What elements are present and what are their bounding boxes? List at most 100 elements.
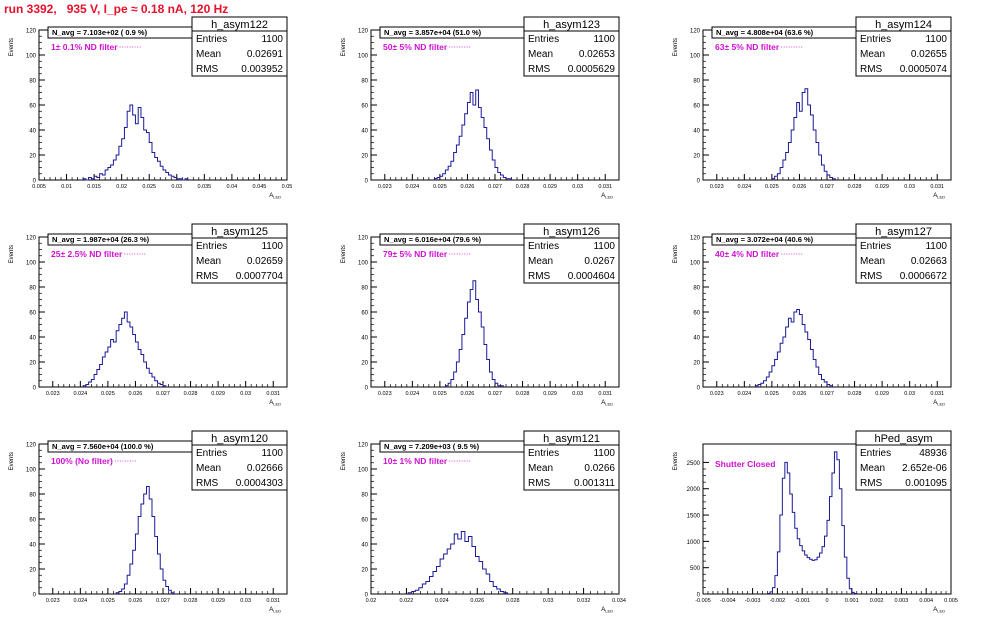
x-tick-label: 0.029: [875, 184, 889, 190]
y-axis-label: Events: [673, 38, 679, 56]
histogram-line: [754, 309, 834, 387]
x-tick-label: -0.001: [794, 598, 810, 604]
x-tick-label: 0.027: [488, 184, 502, 190]
y-tick-label: 80: [693, 79, 700, 85]
y-tick-label: 40: [361, 543, 368, 549]
x-tick-label: 0.025: [765, 184, 779, 190]
stats-rms-value: 0.0005074: [900, 64, 948, 75]
x-tick-label: 0.025: [142, 184, 156, 190]
x-axis-label-subscript: LED: [273, 195, 281, 200]
x-tick-label: 0.03: [543, 598, 554, 604]
x-tick-label: 0.001: [845, 598, 859, 604]
x-tick-label: -0.003: [745, 598, 761, 604]
stats-rms-value: 0.003952: [241, 64, 283, 75]
stats-entries-value: 1100: [925, 34, 947, 45]
filter-annotation: 10± 1% ND filter: [383, 456, 448, 466]
navg-box: [47, 233, 193, 246]
x-tick-label: 0.03: [240, 598, 251, 604]
x-axis-label: ALED: [601, 607, 613, 614]
x-axis-label-subscript: LED: [605, 402, 613, 407]
stats-mean-value: 0.02653: [579, 49, 616, 60]
x-tick-label: 0.015: [87, 184, 101, 190]
y-tick-label: 60: [29, 518, 36, 524]
y-axis-label: Events: [341, 245, 347, 263]
page-title: run 3392, 935 V, I_pe ≈ 0.18 nA, 120 Hz: [4, 2, 229, 16]
x-tick-label: 0.029: [543, 391, 557, 397]
x-tick-label: 0.026: [793, 391, 807, 397]
y-tick-label: 120: [26, 29, 37, 35]
stats-entries-label: Entries: [196, 448, 227, 459]
stats-mean-value: 0.02666: [247, 463, 284, 474]
y-tick-label: 60: [361, 311, 368, 317]
y-tick-label: 0: [365, 179, 369, 185]
y-axis-label: Events: [673, 245, 679, 263]
stats-mean-label: Mean: [528, 256, 553, 267]
navg-box: [379, 26, 525, 39]
x-tick-label: 0.024: [435, 598, 449, 604]
y-tick-label: 500: [690, 566, 701, 572]
histogram-panel: 0 20 40 60 80 100 120 Events 0.023 0.024 0.025 0.02…: [673, 223, 952, 407]
stats-rms-label: RMS: [860, 478, 883, 489]
stats-rms-label: RMS: [860, 271, 883, 282]
stats-rms-label: RMS: [528, 478, 551, 489]
y-tick-label: 100: [358, 261, 369, 267]
x-tick-label: 0.028: [184, 391, 198, 397]
x-tick-label: -0.002: [770, 598, 786, 604]
x-axis-label: ALED: [269, 193, 281, 200]
y-tick-label: 80: [361, 493, 368, 499]
x-tick-label: 0.02: [366, 598, 377, 604]
x-axis-label-subscript: LED: [937, 402, 945, 407]
y-tick-label: 120: [690, 29, 701, 35]
x-tick-label: -0.005: [695, 598, 711, 604]
stats-box: [523, 237, 620, 284]
y-tick-label: 20: [29, 568, 36, 574]
x-axis-label-subscript: LED: [273, 402, 281, 407]
histogram-panel: 0 20 40 60 80 100 120 Events 0.023 0.024 0.025 0.02…: [341, 16, 620, 200]
stats-entries-value: 48936: [919, 448, 947, 459]
stats-mean-label: Mean: [528, 49, 553, 60]
stats-mean-value: 0.02691: [247, 49, 284, 60]
x-tick-label: 0.024: [737, 391, 751, 397]
y-tick-label: 60: [361, 104, 368, 110]
x-tick-label: 0.023: [46, 598, 60, 604]
x-axis-label: ALED: [933, 193, 945, 200]
stats-mean-value: 0.02663: [911, 256, 948, 267]
stats-mean-label: Mean: [860, 463, 885, 474]
y-tick-label: 40: [693, 129, 700, 135]
x-tick-label: 0.025: [101, 391, 115, 397]
navg-label: N_avg = 7.103e+02 ( 0.9 %): [52, 28, 148, 37]
stats-box: [855, 30, 952, 77]
stats-mean-label: Mean: [528, 463, 553, 474]
y-tick-label: 100: [690, 54, 701, 60]
stats-rms-label: RMS: [860, 64, 883, 75]
y-tick-label: 2500: [687, 461, 701, 467]
x-tick-label: 0.028: [516, 391, 530, 397]
x-tick-label: 0.023: [710, 391, 724, 397]
histogram-panel: 0 20 40 60 80 100 120 Events 0.02 0.022 0.024 0.026…: [341, 430, 626, 614]
stats-entries-value: 1100: [261, 34, 283, 45]
x-tick-label: 0.005: [944, 598, 958, 604]
x-tick-label: 0.03: [572, 184, 583, 190]
x-tick-label: 0.024: [405, 184, 419, 190]
y-tick-label: 80: [29, 79, 36, 85]
x-tick-label: 0.028: [848, 391, 862, 397]
y-tick-label: 60: [693, 311, 700, 317]
y-tick-label: 100: [26, 54, 37, 60]
stats-entries-label: Entries: [528, 448, 559, 459]
navg-box: [47, 26, 193, 39]
stats-entries-label: Entries: [196, 34, 227, 45]
y-tick-label: 60: [29, 311, 36, 317]
y-tick-label: 80: [29, 286, 36, 292]
x-tick-label: 0.034: [612, 598, 626, 604]
histogram-title: h_asym120: [211, 433, 268, 445]
x-tick-label: 0.002: [870, 598, 884, 604]
histogram-line: [407, 531, 508, 594]
y-tick-label: 1000: [687, 540, 701, 546]
y-tick-label: 20: [29, 361, 36, 367]
stats-rms-value: 0.001095: [905, 478, 947, 489]
x-tick-label: -0.004: [720, 598, 736, 604]
x-tick-label: 0.029: [211, 598, 225, 604]
y-tick-label: 20: [361, 154, 368, 160]
navg-box: [711, 233, 857, 246]
y-tick-label: 120: [690, 236, 701, 242]
